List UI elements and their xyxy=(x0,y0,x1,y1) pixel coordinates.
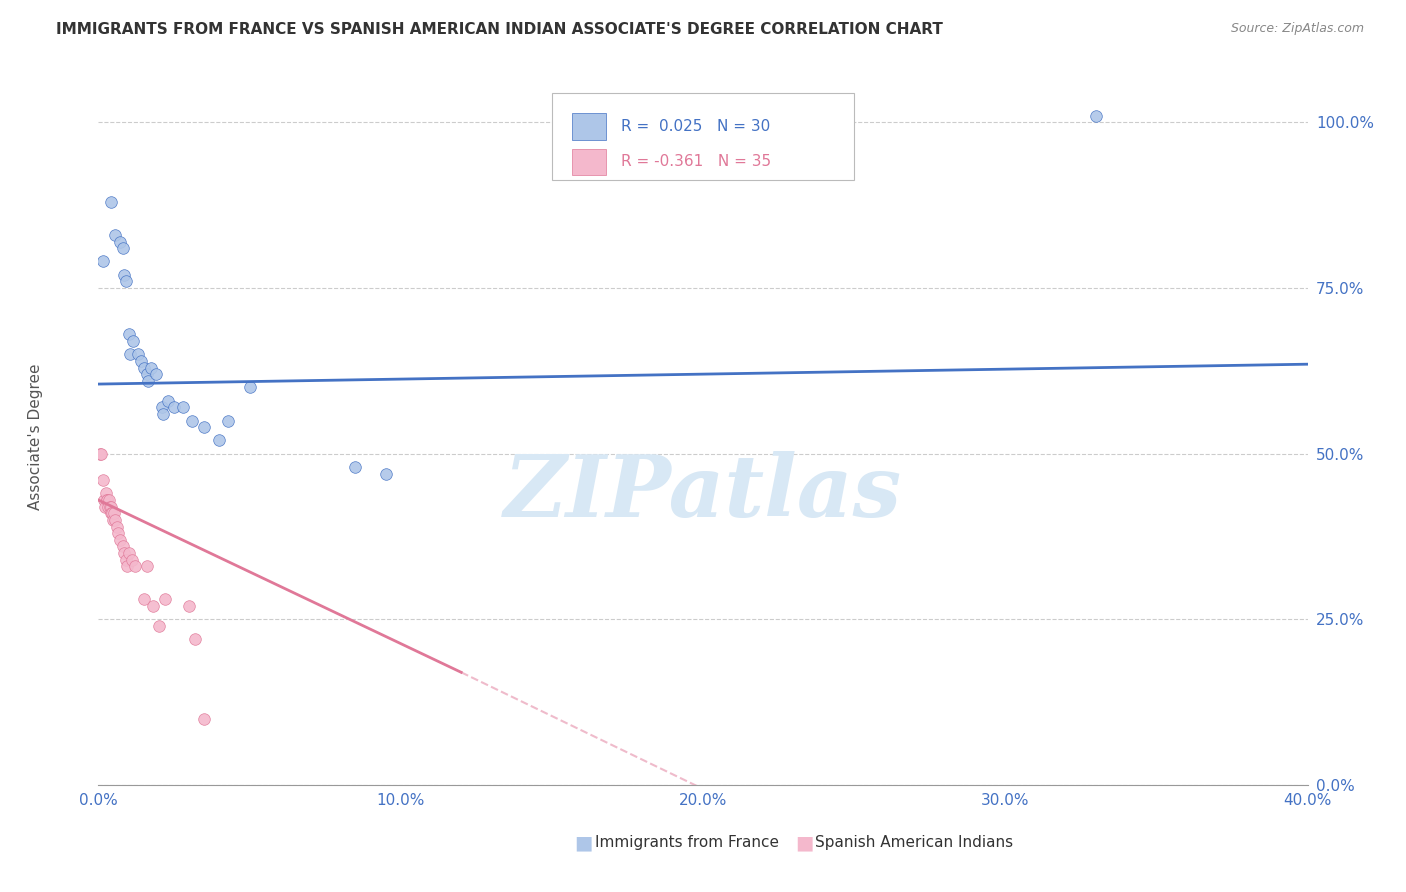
Point xyxy=(105,519,128,533)
Point xyxy=(101,513,124,527)
Text: ■: ■ xyxy=(574,833,593,853)
Point xyxy=(96,493,118,508)
Point xyxy=(136,374,159,388)
Point xyxy=(114,274,136,288)
Point xyxy=(179,599,201,613)
Text: IMMIGRANTS FROM FRANCE VS SPANISH AMERICAN INDIAN ASSOCIATE'S DEGREE CORRELATION: IMMIGRANTS FROM FRANCE VS SPANISH AMERIC… xyxy=(56,22,943,37)
Point xyxy=(239,380,262,394)
Point xyxy=(94,500,117,514)
Point xyxy=(115,559,138,574)
Point xyxy=(121,552,143,566)
Text: R =  0.025   N = 30: R = 0.025 N = 30 xyxy=(621,119,770,134)
Point xyxy=(132,360,155,375)
Point xyxy=(184,632,207,647)
Point xyxy=(181,413,204,427)
Point xyxy=(120,347,142,361)
Point xyxy=(148,619,170,633)
Point xyxy=(101,506,124,520)
Point xyxy=(104,513,127,527)
Point xyxy=(193,420,215,434)
Point xyxy=(96,493,118,508)
Text: ZIPatlas: ZIPatlas xyxy=(503,451,903,534)
Point xyxy=(111,241,134,255)
Text: Immigrants from France: Immigrants from France xyxy=(595,836,779,850)
Point xyxy=(150,401,173,415)
Point xyxy=(98,493,121,508)
Text: ■: ■ xyxy=(794,833,814,853)
Point xyxy=(193,712,215,726)
Point xyxy=(1085,109,1108,123)
Point xyxy=(118,327,141,342)
Point xyxy=(344,459,367,474)
FancyBboxPatch shape xyxy=(572,149,606,175)
Point xyxy=(104,227,127,242)
Point xyxy=(94,486,117,500)
Point xyxy=(141,360,163,375)
Point xyxy=(98,500,121,514)
Point xyxy=(93,493,115,508)
Point xyxy=(156,393,179,408)
Point xyxy=(112,546,135,560)
Point xyxy=(103,506,125,520)
Point xyxy=(145,367,167,381)
Point xyxy=(100,506,122,520)
Point xyxy=(152,407,174,421)
Point xyxy=(108,533,131,547)
Point xyxy=(208,434,231,448)
Point xyxy=(374,467,396,481)
Point xyxy=(107,526,129,541)
Point xyxy=(135,559,157,574)
Point xyxy=(97,500,120,514)
Point xyxy=(122,334,145,348)
Y-axis label: Associate's Degree: Associate's Degree xyxy=(28,364,42,510)
Point xyxy=(142,599,165,613)
Text: R = -0.361   N = 35: R = -0.361 N = 35 xyxy=(621,154,770,169)
Text: Spanish American Indians: Spanish American Indians xyxy=(815,836,1014,850)
Point xyxy=(111,540,134,554)
Point xyxy=(100,500,122,514)
Point xyxy=(217,413,239,427)
Point xyxy=(114,552,136,566)
Point xyxy=(90,447,112,461)
Point xyxy=(112,268,135,282)
Point xyxy=(132,592,155,607)
FancyBboxPatch shape xyxy=(551,93,855,179)
Point xyxy=(91,473,114,487)
Point xyxy=(172,401,194,415)
Text: Source: ZipAtlas.com: Source: ZipAtlas.com xyxy=(1230,22,1364,36)
Point xyxy=(118,546,141,560)
Point xyxy=(153,592,176,607)
Point xyxy=(135,367,157,381)
Point xyxy=(127,347,149,361)
Point xyxy=(100,194,122,209)
Point xyxy=(108,235,131,249)
Point xyxy=(89,447,111,461)
Point xyxy=(163,401,186,415)
FancyBboxPatch shape xyxy=(572,113,606,140)
Point xyxy=(124,559,146,574)
Point xyxy=(129,354,152,368)
Point xyxy=(91,254,114,268)
